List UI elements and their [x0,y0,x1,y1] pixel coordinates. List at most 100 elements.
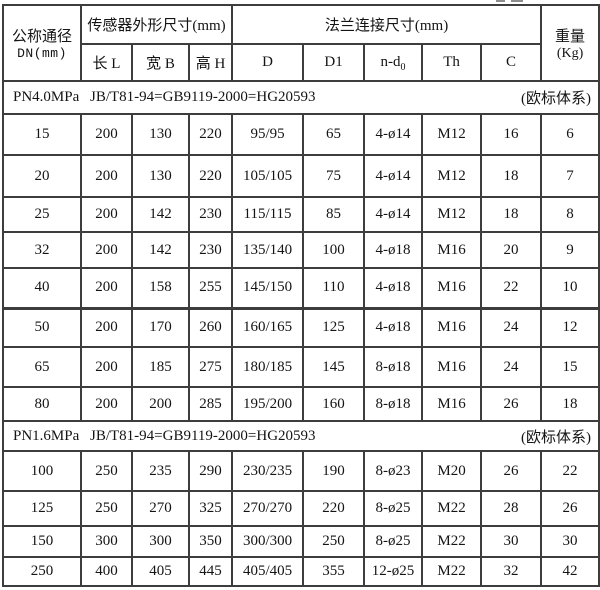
table-cell: 220 [187,154,234,198]
header-dn-line2: DN(mm) [17,46,67,61]
table-cell: 350 [187,525,234,558]
table-cell: 42 [540,556,600,587]
header-width: 宽 B [131,43,190,82]
table-row: 25 200 142 230 115/115 85 4-ø14 M12 18 8 [2,196,600,233]
header-weight: 重量 (Kg) [540,4,600,82]
table-cell: 10 [540,267,600,309]
table-cell: 250 [80,450,133,492]
table-row: 100 250 235 290 230/235 190 8-ø23 M20 26 22 [2,450,600,492]
table-cell: 4-ø18 [363,231,424,269]
table-cell: 130 [131,154,190,198]
header-flange-group: 法兰连接尺寸(mm) [231,4,543,45]
table-cell: 22 [480,267,543,309]
table-cell: 200 [80,267,133,309]
header-dn-line1: 公称通径 [11,29,72,45]
table-cell: 158 [131,267,190,309]
table-cell: 8-ø18 [363,346,424,388]
table-cell: 8 [540,196,600,233]
table-cell: M16 [421,306,483,348]
pressure-label: PN4.0MPa [13,89,80,105]
table-cell: 405/405 [231,556,305,587]
table-cell: 300 [131,525,190,558]
table-cell: M16 [421,267,483,309]
table-cell: 145/150 [231,267,305,309]
table-cell: 8-ø23 [363,450,424,492]
table-cell: M20 [421,450,483,492]
table-cell: 190 [302,450,366,492]
table-cell: 40 [2,267,82,309]
table-cell: 18 [540,386,600,422]
table-cell: 20 [2,154,82,198]
table-cell: 300 [80,525,133,558]
table-cell: 15 [540,346,600,388]
table-cell: 200 [80,154,133,198]
table-cell: 15 [2,113,82,156]
table-cell: 8-ø18 [363,386,424,422]
table-cell: 200 [80,113,133,156]
table-cell: 100 [302,231,366,269]
table-cell: M16 [421,346,483,388]
header-sensor-group: 传感器外形尺寸(mm) [79,4,234,45]
table-cell: M12 [421,154,483,198]
table-cell: M22 [421,556,483,587]
table-cell: 8-ø25 [363,490,424,527]
table-cell: M22 [421,525,483,558]
table-cell: 7 [540,154,600,198]
table-cell: 445 [187,556,234,587]
header-weight-line2: (Kg) [556,45,584,61]
table-cell: 300/300 [231,525,305,558]
table-cell: 200 [80,306,133,348]
table-cell: 230 [187,231,234,269]
table-cell: 24 [480,346,543,388]
table-cell: 24 [480,306,543,348]
header-weight-line1: 重量 [555,28,586,45]
table-cell: 405 [131,556,190,587]
table-cell: 185 [131,346,190,388]
table-row: 125 250 270 325 270/270 220 8-ø25 M22 28 26 [2,490,600,527]
table-cell: 250 [2,556,82,587]
table-cell: 9 [540,231,600,269]
table-cell: 250 [302,525,366,558]
table-cell: 4-ø14 [363,113,424,156]
table-cell: 250 [80,490,133,527]
table-cell: 16 [480,113,543,156]
table-cell: 142 [131,196,190,233]
table-cell: 18 [480,154,543,198]
table-cell: 200 [80,196,133,233]
table-cell: 130 [131,113,190,156]
cropped-text-artifact [494,0,534,3]
table-cell: 12 [540,306,600,348]
table-cell: 28 [480,490,543,527]
table-cell: 6 [540,113,600,156]
table-cell: 4-ø14 [363,154,424,198]
table-cell: 160 [302,386,366,422]
table-cell: 22 [540,450,600,492]
table-cell: 65 [2,346,82,388]
header-row-groups: 公称通径 DN(mm) 传感器外形尺寸(mm) 法兰连接尺寸(mm) 重量 (K… [2,4,600,82]
table-cell: 325 [187,490,234,527]
header-dn: 公称通径 DN(mm) [2,4,82,82]
table-cell: 85 [302,196,366,233]
table-cell: 105/105 [231,154,305,198]
pressure-label: PN1.6MPa [13,427,80,444]
header-nd0: n-d0 [363,43,424,82]
standard-label: JB/T81-94=GB9119-2000=HG20593 [90,427,316,444]
table-cell: 32 [2,231,82,269]
header-length: 长 L [80,43,133,82]
table-cell: 195/200 [231,386,305,422]
header-c: C [480,43,543,82]
table-cell: 30 [480,525,543,558]
standard-system-note: (欧标体系) [521,429,592,446]
table-cell: 400 [80,556,133,587]
table-row: 65 200 185 275 180/185 145 8-ø18 M16 24 15 [2,346,600,388]
table-cell: 200 [80,346,133,388]
table-cell: 230 [187,196,234,233]
table-cell: 230/235 [231,450,305,492]
table-row: 250 400 405 445 405/405 355 12-ø25 M22 32 42 [2,556,600,587]
table-cell: 26 [540,490,600,527]
section-row-pn4: PN4.0MPa JB/T81-94=GB9119-2000=HG20593 (… [1,80,600,115]
table-cell: 270 [131,490,190,527]
table-cell: 200 [131,386,190,422]
dimension-spec-table: 公称通径 DN(mm) 传感器外形尺寸(mm) 法兰连接尺寸(mm) 重量 (K… [1,4,600,587]
table-cell: 220 [302,490,366,527]
